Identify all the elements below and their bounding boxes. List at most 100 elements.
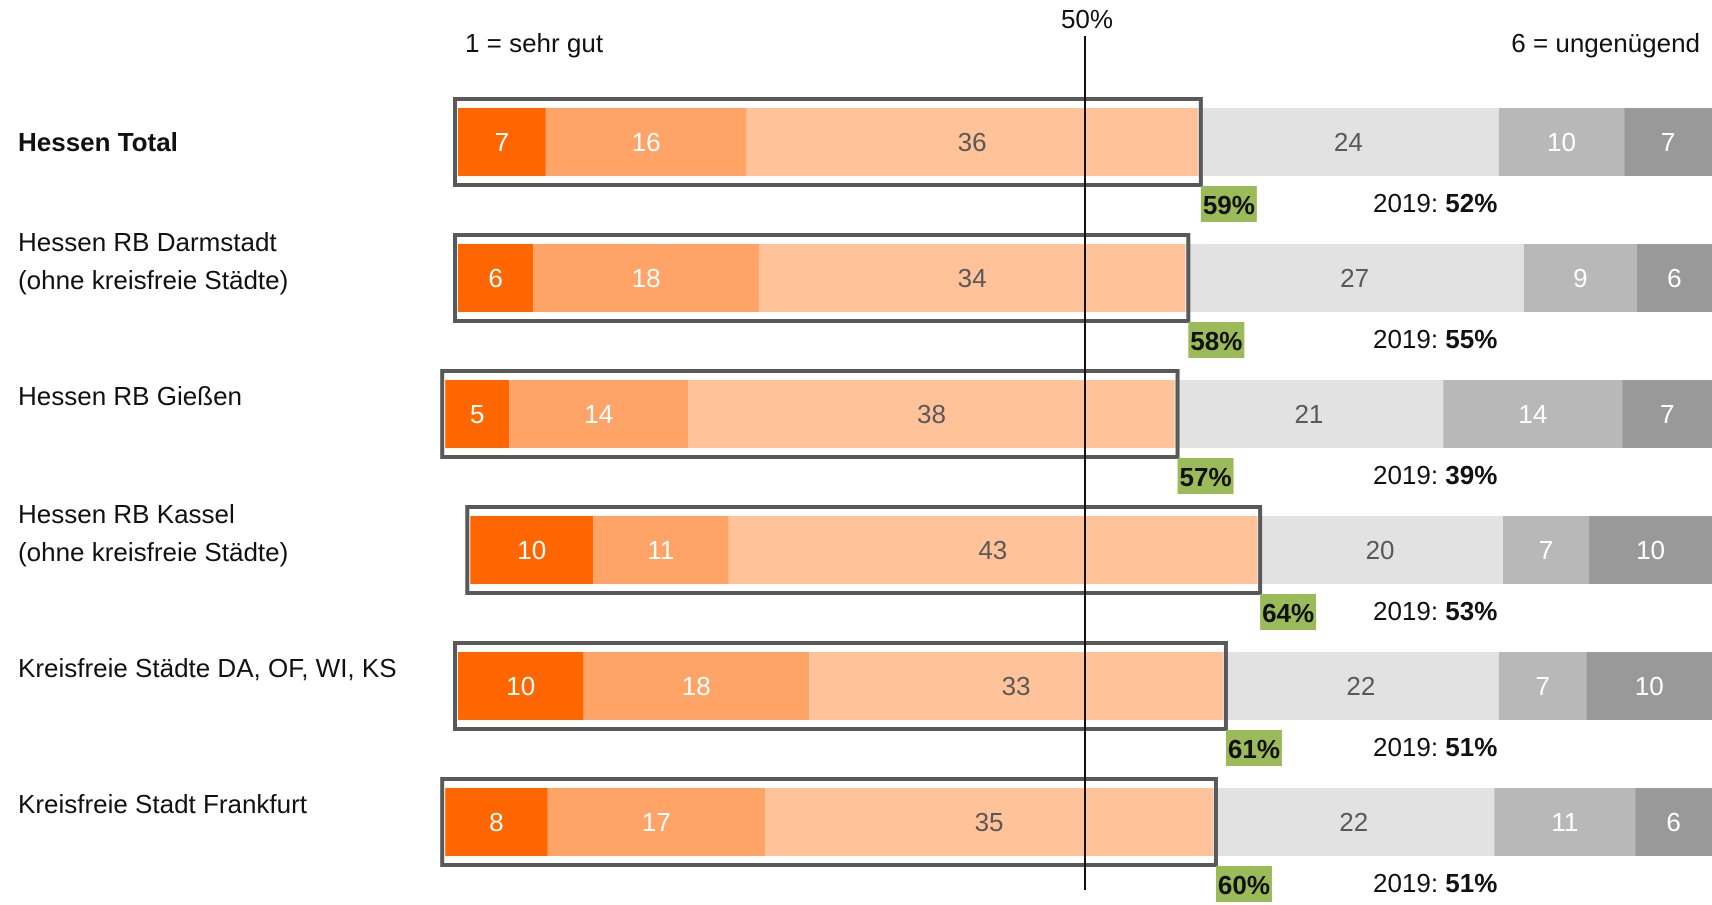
segment-value-label: 38 bbox=[917, 399, 946, 429]
previous-year-value: 2019: 52% bbox=[1373, 188, 1497, 218]
bar-segment bbox=[1197, 108, 1499, 176]
segment-value-label: 7 bbox=[1539, 535, 1553, 565]
segment-value-label: 27 bbox=[1340, 263, 1369, 293]
bar-segment bbox=[1257, 516, 1503, 584]
top3-percentage: 59% bbox=[1203, 190, 1255, 220]
previous-year-value: 2019: 51% bbox=[1373, 868, 1497, 898]
segment-value-label: 7 bbox=[1661, 127, 1675, 157]
bar-segment bbox=[1589, 516, 1712, 584]
previous-year-value: 2019: 51% bbox=[1373, 732, 1497, 762]
row-label-line: Kreisfreie Städte DA, OF, WI, KS bbox=[18, 653, 397, 683]
row-label-line: (ohne kreisfreie Städte) bbox=[18, 265, 288, 295]
top3-percentage: 61% bbox=[1228, 734, 1280, 764]
segment-value-label: 34 bbox=[958, 263, 987, 293]
row-label: Kreisfreie Stadt Frankfurt bbox=[18, 789, 308, 819]
bar-segment bbox=[593, 516, 729, 584]
segment-value-label: 7 bbox=[1535, 671, 1549, 701]
bar-segment bbox=[809, 652, 1223, 720]
previous-year-value: 2019: 53% bbox=[1373, 596, 1497, 626]
segment-value-label: 21 bbox=[1294, 399, 1323, 429]
segment-value-label: 10 bbox=[1636, 535, 1665, 565]
segment-value-label: 14 bbox=[1518, 399, 1547, 429]
top3-highlight-bg bbox=[1177, 458, 1234, 494]
segment-value-label: 14 bbox=[584, 399, 613, 429]
top3-outline-box bbox=[453, 233, 1191, 323]
top3-outline-box bbox=[440, 369, 1180, 459]
row-label-line: Hessen Total bbox=[18, 127, 178, 157]
top3-highlight-bg bbox=[1260, 594, 1317, 630]
top3-percentage: 58% bbox=[1190, 326, 1242, 356]
segment-value-label: 6 bbox=[1666, 807, 1680, 837]
bar-segment bbox=[547, 788, 766, 856]
row-label-line: Hessen RB Kassel bbox=[18, 499, 235, 529]
row-label: Hessen RB Gießen bbox=[18, 381, 242, 411]
bar-segment bbox=[1212, 788, 1495, 856]
segment-value-label: 18 bbox=[632, 263, 661, 293]
bar-segment bbox=[1494, 788, 1636, 856]
segment-value-label: 7 bbox=[495, 127, 509, 157]
bar-segment bbox=[1443, 380, 1623, 448]
scale-low-label: 1 = sehr gut bbox=[465, 28, 604, 58]
bar-segment bbox=[1185, 244, 1524, 312]
bar-segment bbox=[509, 380, 689, 448]
top3-highlight-bg bbox=[1215, 866, 1272, 902]
top3-outline-box bbox=[465, 505, 1263, 595]
top3-highlight-bg bbox=[1225, 730, 1282, 766]
bar-segment bbox=[445, 788, 548, 856]
segment-value-label: 10 bbox=[506, 671, 535, 701]
previous-year-prefix: 2019: bbox=[1373, 188, 1445, 218]
bar-segment bbox=[545, 108, 747, 176]
segment-value-label: 22 bbox=[1339, 807, 1368, 837]
bar-segment bbox=[533, 244, 759, 312]
bar-segment bbox=[758, 244, 1186, 312]
bar-segment bbox=[1523, 244, 1637, 312]
bar-segment bbox=[458, 652, 584, 720]
row-label: Hessen RB Darmstadt (ohne kreisfreie Städ… bbox=[18, 227, 288, 295]
previous-year-percentage: 55% bbox=[1445, 324, 1497, 354]
reference-line-label: 50% bbox=[1061, 4, 1113, 34]
bar-segment bbox=[458, 244, 534, 312]
segment-value-label: 10 bbox=[517, 535, 546, 565]
segment-value-label: 9 bbox=[1573, 263, 1587, 293]
segment-value-label: 10 bbox=[1547, 127, 1576, 157]
segment-value-label: 17 bbox=[642, 807, 671, 837]
segment-value-label: 33 bbox=[1002, 671, 1031, 701]
previous-year-prefix: 2019: bbox=[1373, 324, 1445, 354]
bar-segment bbox=[765, 788, 1213, 856]
top3-highlight-bg bbox=[1188, 322, 1245, 358]
bar-segment bbox=[1174, 380, 1444, 448]
bar-segment bbox=[746, 108, 1198, 176]
bar-segment bbox=[1498, 108, 1625, 176]
segment-value-label: 11 bbox=[647, 535, 674, 565]
segment-value-label: 22 bbox=[1346, 671, 1375, 701]
top3-highlight-bg bbox=[1200, 186, 1257, 222]
bar-segment bbox=[728, 516, 1258, 584]
top3-percentage: 57% bbox=[1180, 462, 1232, 492]
bar-segment bbox=[1624, 108, 1712, 176]
top3-outline-box bbox=[453, 97, 1203, 187]
top3-outline-box bbox=[453, 641, 1228, 731]
segment-value-label: 24 bbox=[1334, 127, 1363, 157]
bar-segment bbox=[1635, 788, 1712, 856]
chart-rows: Hessen Total 7 16 36 24 10 7 59% 2019: 52% Hessen… bbox=[18, 97, 1712, 902]
previous-year-prefix: 2019: bbox=[1373, 596, 1445, 626]
row-label: Hessen Total bbox=[18, 127, 178, 157]
top3-outline-box bbox=[440, 777, 1218, 867]
bar-segment bbox=[445, 380, 510, 448]
segment-value-label: 10 bbox=[1635, 671, 1664, 701]
scale-high-label: 6 = ungenügend bbox=[1511, 28, 1700, 58]
bar-segment bbox=[1498, 652, 1587, 720]
previous-year-prefix: 2019: bbox=[1373, 732, 1445, 762]
previous-year-prefix: 2019: bbox=[1373, 868, 1445, 898]
bar-segment bbox=[1586, 652, 1712, 720]
top3-percentage: 60% bbox=[1218, 870, 1270, 900]
segment-value-label: 18 bbox=[682, 671, 711, 701]
previous-year-percentage: 39% bbox=[1445, 460, 1497, 490]
top3-percentage: 64% bbox=[1262, 598, 1314, 628]
bar-segment bbox=[458, 108, 546, 176]
segment-value-label: 16 bbox=[632, 127, 661, 157]
row-label-line: (ohne kreisfreie Städte) bbox=[18, 537, 288, 567]
segment-value-label: 6 bbox=[1667, 263, 1681, 293]
bar-segment bbox=[470, 516, 594, 584]
